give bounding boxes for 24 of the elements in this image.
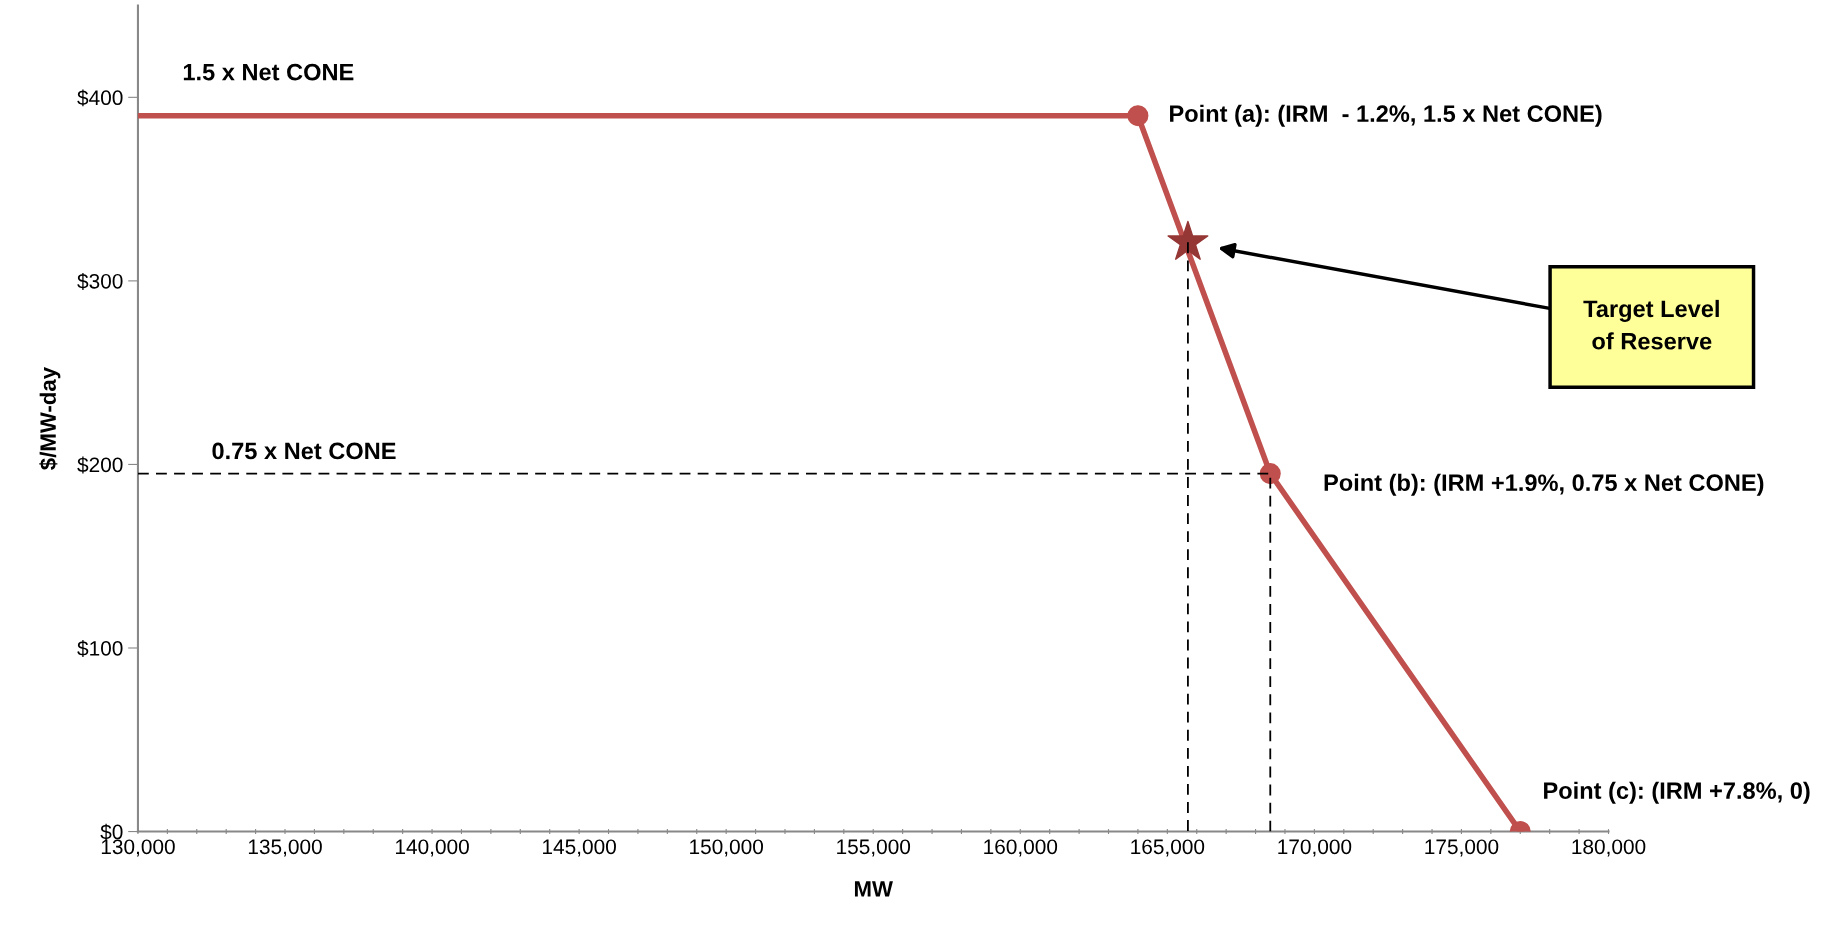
x-axis-title: MW xyxy=(854,881,893,897)
y-tick-label: $200 xyxy=(77,456,123,474)
y-tick-label: $100 xyxy=(77,640,123,657)
y-axis-title: $/MW-day xyxy=(39,367,61,470)
annotation: Point (c): (IRM +7.8%, 0) xyxy=(1544,781,1810,804)
annotation: 1.5 x Net CONE xyxy=(183,63,354,81)
x-tick-label: 180,000 xyxy=(1572,839,1646,857)
x-tick-label: 140,000 xyxy=(396,839,469,857)
annotation: Target Level of Reserve xyxy=(1583,299,1719,350)
x-tick-label: 170,000 xyxy=(1278,839,1352,857)
annotation: Point (b): (IRM +1.9%, 0.75 x Net CONE) xyxy=(1324,473,1764,496)
x-tick-label: 130,000 xyxy=(101,839,175,857)
y-tick-label: $0 xyxy=(100,823,123,841)
x-tick-label: 165,000 xyxy=(1131,839,1205,857)
x-tick-label: 145,000 xyxy=(543,839,616,857)
x-tick-label: 155,000 xyxy=(837,839,911,857)
x-tick-label: 175,000 xyxy=(1425,839,1499,857)
x-tick-label: 135,000 xyxy=(248,839,322,857)
y-tick-label: $400 xyxy=(77,89,123,107)
annotation: Point (a): (IRM - 1.2%, 1.5 x Net CONE) xyxy=(1170,104,1602,127)
x-tick-label: 150,000 xyxy=(690,839,764,857)
y-tick-label: $300 xyxy=(77,273,123,290)
x-tick-label: 160,000 xyxy=(984,839,1058,857)
annotation: 0.75 x Net CONE xyxy=(212,442,396,460)
